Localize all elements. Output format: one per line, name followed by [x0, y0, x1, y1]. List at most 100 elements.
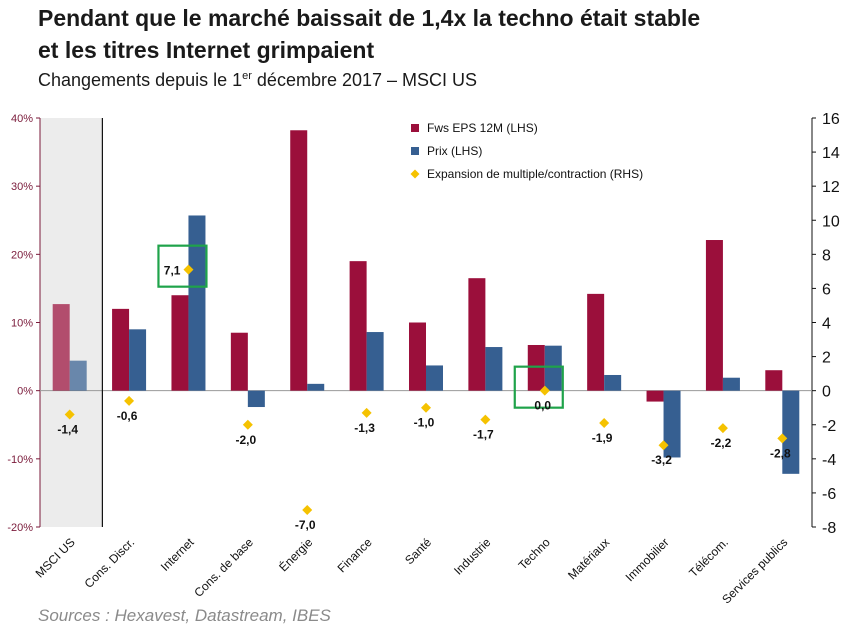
price-bar	[426, 365, 443, 391]
price-bar	[782, 390, 800, 474]
category-label: Télécom.	[686, 535, 731, 580]
multiple-diamond	[242, 419, 253, 430]
left-axis-tick-label: 0%	[17, 386, 33, 398]
price-bar	[247, 390, 265, 408]
eps-bar	[171, 295, 189, 391]
title-line-1: Pendant que le marché baissait de 1,4x l…	[38, 5, 701, 31]
category-label: Internet	[158, 535, 197, 574]
multiple-data-label: 7,1	[164, 264, 181, 278]
category-label: Cons. de base	[191, 535, 256, 600]
multiple-diamond	[658, 440, 669, 451]
right-axis-tick-label: 14	[822, 145, 840, 162]
right-axis-tick-label: 10	[822, 213, 840, 230]
eps-bar	[765, 370, 783, 391]
title-line-2: et les titres Internet grimpaient	[38, 37, 375, 63]
legend-label: Expansion de multiple/contraction (RHS)	[427, 167, 643, 181]
multiple-diamond	[124, 395, 135, 406]
subtitle-text: Changements depuis le 1	[38, 70, 243, 90]
price-bar	[722, 377, 740, 391]
chart-subtitle: Changements depuis le 1er décembre 2017 …	[38, 70, 477, 91]
eps-bar	[52, 304, 70, 391]
left-axis-tick-label: 10%	[11, 318, 33, 330]
multiple-diamond	[302, 504, 313, 515]
multiple-diamond	[480, 414, 491, 425]
subtitle-superscript: er	[242, 70, 252, 82]
eps-bar	[468, 278, 486, 391]
category-label: Cons. Discr.	[82, 535, 138, 591]
price-bar	[544, 345, 562, 391]
multiple-diamond	[183, 264, 194, 275]
category-label: Immobilier	[623, 535, 672, 584]
right-axis-tick-label: 12	[822, 179, 840, 196]
category-label: Industrie	[451, 535, 494, 578]
multiple-data-label: -2,2	[711, 436, 732, 450]
category-label: MSCI US	[33, 535, 78, 580]
highlight-box	[157, 244, 208, 288]
legend-label: Prix (LHS)	[427, 144, 482, 158]
multiple-data-label: -1,3	[354, 421, 375, 435]
multiple-diamond	[361, 407, 372, 418]
category-label: Matériaux	[565, 535, 612, 582]
eps-bar	[705, 240, 723, 391]
price-bar	[307, 383, 325, 391]
multiple-diamond	[421, 402, 431, 413]
right-axis-tick-label: 2	[822, 350, 831, 367]
category-label: Santé	[402, 535, 434, 567]
multiple-data-label: -3,2	[651, 453, 672, 467]
right-axis-tick-label: 4	[822, 316, 831, 333]
eps-bar	[409, 322, 426, 391]
multiple-diamond	[717, 423, 728, 434]
multiple-data-label: 0,0	[534, 399, 551, 413]
multiple-data-label: -2,8	[770, 446, 791, 460]
price-bar	[485, 347, 503, 391]
multiple-data-label: -1,7	[473, 428, 494, 442]
legend-label: Fws EPS 12M (LHS)	[427, 121, 538, 135]
multiple-data-label: -2,0	[236, 433, 257, 447]
right-axis-tick-label: 8	[822, 247, 831, 264]
eps-bar	[646, 390, 664, 402]
eps-bar	[527, 344, 545, 391]
left-axis-tick-label: 20%	[11, 249, 33, 261]
right-axis-tick-label: -8	[822, 520, 836, 537]
legend-diamond-swatch	[410, 169, 420, 179]
multiple-data-label: -0,6	[117, 409, 138, 423]
category-label: Énergie	[275, 534, 315, 574]
left-axis-tick-label: 30%	[11, 181, 33, 193]
eps-bar	[230, 332, 248, 391]
price-bar	[663, 390, 681, 458]
left-axis-tick-label: -20%	[7, 522, 33, 534]
multiple-diamond	[777, 433, 788, 444]
left-axis-tick-label: 40%	[11, 113, 33, 125]
left-axis-tick-label: -10%	[7, 454, 33, 466]
right-axis-tick-label: 0	[822, 384, 831, 401]
msci-shaded-region	[40, 118, 103, 527]
multiple-diamond	[599, 418, 610, 429]
multiple-data-label: -7,0	[295, 518, 316, 532]
eps-bar	[349, 261, 367, 391]
category-label: Techno	[516, 535, 553, 572]
eps-bar	[290, 130, 308, 391]
price-bar	[188, 215, 206, 391]
chart-title: Pendant que le marché baissait de 1,4x l…	[38, 2, 838, 66]
right-axis-tick-label: -6	[822, 486, 836, 503]
price-bar	[129, 329, 147, 391]
right-axis-tick-label: 6	[822, 281, 831, 298]
multiple-diamond	[64, 409, 75, 420]
legend-swatch	[411, 124, 419, 132]
price-bar	[366, 332, 384, 391]
eps-bar	[112, 308, 130, 391]
subtitle-text-end: décembre 2017 – MSCI US	[251, 70, 478, 90]
price-bar	[604, 374, 622, 391]
multiple-data-label: -1,4	[57, 423, 78, 437]
highlight-box	[513, 365, 564, 409]
multiple-data-label: -1,0	[414, 416, 435, 430]
right-axis-tick-label: 16	[822, 111, 840, 128]
category-label: Finance	[335, 535, 375, 575]
right-axis-tick-label: -4	[822, 452, 836, 469]
multiple-diamond	[539, 385, 550, 396]
price-bar	[69, 360, 87, 391]
right-axis-tick-label: -2	[822, 418, 836, 435]
source-note: Sources : Hexavest, Datastream, IBES	[38, 606, 331, 625]
eps-bar	[587, 293, 605, 391]
